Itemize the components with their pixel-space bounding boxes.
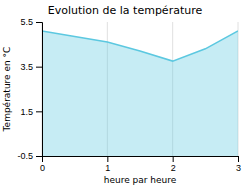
tick-label: 3.5	[20, 62, 33, 72]
tick-label: 1	[105, 163, 110, 173]
tick-mark	[36, 22, 42, 23]
tick-label: 0	[40, 163, 45, 173]
axis-line	[36, 23, 43, 157]
line	[42, 31, 238, 61]
tick-mark	[238, 156, 239, 162]
tick: -0.5	[17, 151, 42, 161]
tick: 3.5	[20, 62, 42, 72]
tick-label: 1.5	[20, 107, 33, 117]
tick-label: 5.5	[20, 17, 33, 27]
x-axis: 0 1 2 3	[40, 156, 241, 173]
tick-label: 3	[236, 163, 241, 173]
tick: 0	[40, 156, 45, 173]
chart-container: 0 1 2 3 -0.5 1.5 3.5 5.5 Evolution de la tempéra…	[0, 0, 250, 188]
tick: 5.5	[20, 17, 42, 27]
tick-label: 2	[171, 163, 176, 173]
axis-line	[43, 157, 239, 163]
y-axis: -0.5 1.5 3.5 5.5	[17, 17, 42, 161]
title: Evolution de la température	[48, 4, 203, 17]
area	[42, 31, 238, 156]
tick: 1	[105, 156, 110, 173]
tick: 1.5	[20, 107, 42, 117]
tick-mark	[107, 156, 108, 162]
grid	[42, 22, 238, 156]
x-axis-title: heure par heure	[104, 175, 177, 185]
chart: 0 1 2 3 -0.5 1.5 3.5 5.5 Evolution de la tempéra…	[0, 0, 250, 188]
tick: 2	[171, 156, 176, 173]
tick: 3	[236, 156, 241, 173]
tick-mark	[36, 156, 42, 157]
plot-area	[42, 31, 238, 156]
tick-mark	[173, 156, 174, 162]
tick-mark	[36, 111, 42, 112]
y-axis-title: Température en °C	[2, 47, 12, 133]
tick-label: -0.5	[17, 151, 33, 161]
tick-mark	[36, 67, 42, 68]
